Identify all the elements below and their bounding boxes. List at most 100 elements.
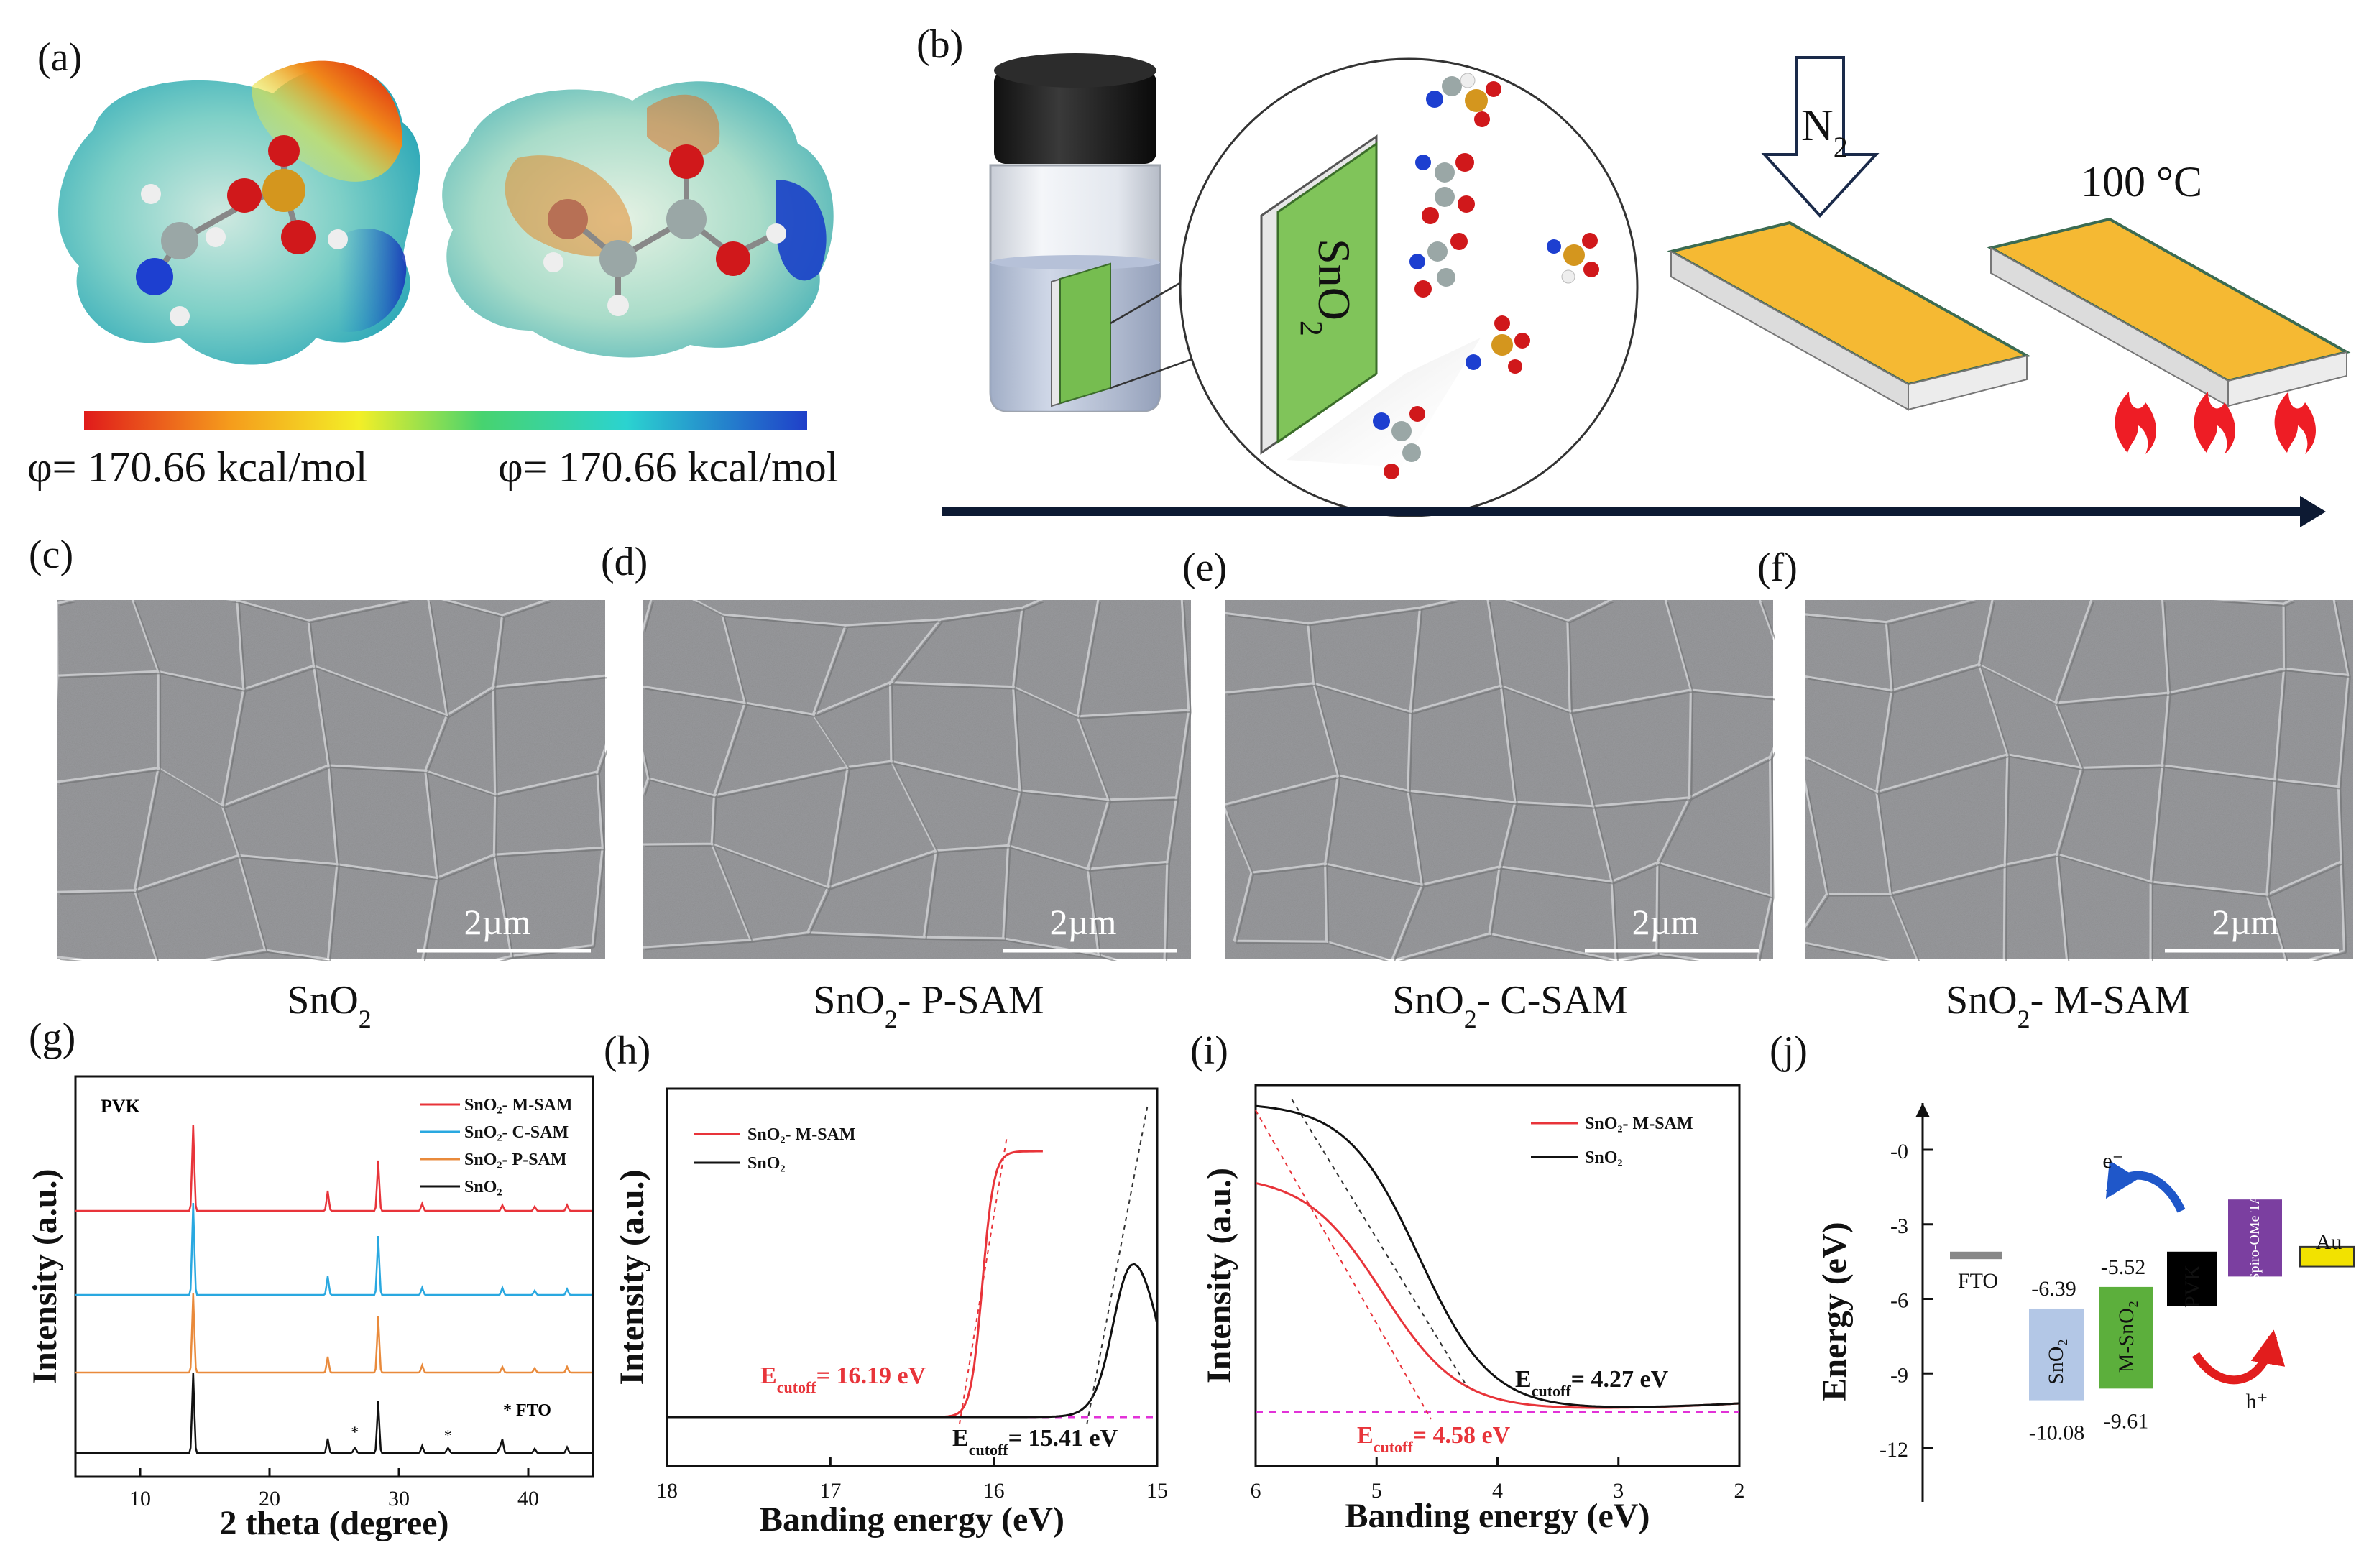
flame-icon [2115,392,2156,454]
level-name-spiro: Spiro-OMe TAD [2247,1184,2263,1281]
level-name-au: Au [2316,1230,2342,1254]
esp-potential-left: φ= 170.66 kcal/mol [27,443,367,491]
cutoff-label-sno2: Ecutoff= 15.41 eV [952,1425,1118,1459]
tangent-msam [1255,1110,1432,1420]
sem-grain-boundaries [1225,600,1773,959]
panel-label-h: (h) [604,1028,650,1073]
sem-grain-shadow [1808,602,2351,961]
series-line-1 [75,1124,592,1212]
panel-label-e: (e) [1182,545,1227,590]
sem-grain-boundaries [1805,600,2350,959]
substrate-label: SnO2 [1294,239,1361,336]
energy-level-1 [1950,1251,2002,1260]
x-tick-label: 6 [1251,1479,1261,1503]
legend-label: SnO₂- M-SAM [464,1096,573,1115]
electron-transfer-arrow-icon [2105,1160,2186,1213]
panel-label-d: (d) [601,540,648,584]
panel-label-i: (i) [1190,1028,1228,1073]
sem-image-3: 2µm [1225,600,1775,961]
x-tick-label: 30 [388,1487,410,1511]
esp-molecule-right [442,81,834,358]
sno2-substrate-icon: SnO2 [1260,134,1378,455]
fto-star-mark: * [444,1426,452,1444]
chart-i-ups-onset: 6 5 4 3 2 Banding energy (eV) Intensity (a.u.)… [1200,1084,1745,1535]
sem-grain-boundaries [643,600,1190,959]
panel-label-f: (f) [1757,545,1798,590]
level-name-sno2: SnO₂ [2044,1339,2068,1385]
gas-label: N2 [1801,101,1848,163]
x-axis-label: Banding energy (eV) [1345,1497,1650,1535]
fto-annotation: * FTO [503,1401,551,1420]
y-tick-label: -12 [1880,1438,1908,1462]
x-tick-label: 5 [1371,1479,1382,1503]
energy-level-5 [2228,1199,2282,1277]
axes-frame [74,1075,594,1478]
flame-icons [2115,392,2316,454]
level-bottom-value: -9.61 [2104,1409,2149,1433]
electron-label: e⁻ [2102,1149,2123,1173]
panel-label-b: (b) [916,22,963,67]
level-top-value: -6.39 [2031,1277,2076,1301]
panel-label-g: (g) [29,1015,75,1060]
nitrogen-atom-icon [136,258,173,295]
flame-icon [2274,392,2316,454]
sem-scale-label: 2µm [1632,902,1699,942]
energy-level-3 [2099,1286,2153,1389]
temperature-label: 100 °C [2081,158,2202,206]
x-tick-label: 3 [1613,1479,1624,1503]
chart-h-ups-cutoff: 18 17 16 15 Banding energy (eV) Intensity (a.… [613,1087,1168,1539]
x-tick-label: 18 [656,1479,678,1503]
sem-grain-boundaries [57,600,605,959]
y-tick-label: -0 [1890,1140,1908,1163]
sem-caption-4: SnO2- M-SAM [1946,978,2190,1033]
panel-b-schematic: SnO2 N2 100 °C [942,53,2351,527]
energy-level-2 [2029,1308,2084,1401]
level-bottom-value: -10.08 [2029,1421,2085,1445]
sam-molecules [1373,73,1599,479]
sem-grain-shadow [60,602,607,961]
panel-a-esp: φ= 170.66 kcal/mol φ= 170.66 kcal/mol [27,60,838,491]
series-line-sno2 [1255,1104,1740,1408]
x-axis-label: Banding energy (eV) [760,1500,1064,1539]
y-axis-label: Energy (eV) [1816,1222,1854,1401]
sem-image-4: 2µm [1805,600,2353,961]
panel-labels: (a) (b) (c) (d) (e) (f) (g) (h) (i) (j) [29,22,1808,1073]
x-tick-label: 2 [1734,1479,1745,1503]
tangent-sno2 [1291,1099,1468,1388]
coated-substrate-annealing [1987,217,2351,407]
vial-icon [989,53,1161,412]
panel-label-a: (a) [37,35,82,80]
x-tick-label: 40 [517,1487,539,1511]
x-tick-label: 10 [129,1487,151,1511]
sem-scale-label: 2µm [1050,902,1117,942]
y-tick-label: -3 [1890,1214,1908,1238]
sem-grain-shadow [645,602,1192,961]
sem-image-2: 2µm [643,600,1192,961]
series-line-sno2 [667,1263,1159,1419]
x-tick-label: 4 [1492,1479,1503,1503]
fto-star-mark: * [351,1423,359,1441]
x-tick-label: 17 [819,1479,841,1503]
panel-label-c: (c) [29,532,73,577]
x-axis-label: 2 theta (degree) [220,1504,449,1542]
sem-image-1: 2µm [57,600,607,961]
legend-label: SnO₂ [464,1178,502,1196]
tangent-msam [958,1136,1008,1425]
cutoff-label-sno2: Ecutoff= 4.27 eV [1515,1366,1669,1400]
n2-arrow-icon: N2 [1761,56,1880,218]
level-top-value: -5.52 [2101,1255,2146,1279]
level-name-fto: FTO [1958,1269,1998,1293]
x-tick-label: 20 [259,1487,280,1511]
cutoff-label-msam: Ecutoff= 16.19 eV [760,1362,926,1396]
series-line-3 [75,1293,592,1374]
hole-label: h⁺ [2246,1390,2268,1413]
legend-label: SnO₂- M-SAM [747,1125,856,1144]
sem-grain-shadow [1228,602,1775,961]
y-axis-label: Intensity (a.u.) [1200,1168,1238,1383]
esp-color-scale-bar [84,411,807,430]
series-line-4 [75,1372,592,1454]
chart-j-energy-levels: -0 -3 -6 -9 -12 Energy (eV) -6.39 -10.08 -5.52 -9… [1816,1103,2355,1502]
legend-label: SnO₂ [747,1154,786,1173]
sem-scale-label: 2µm [2212,902,2279,942]
